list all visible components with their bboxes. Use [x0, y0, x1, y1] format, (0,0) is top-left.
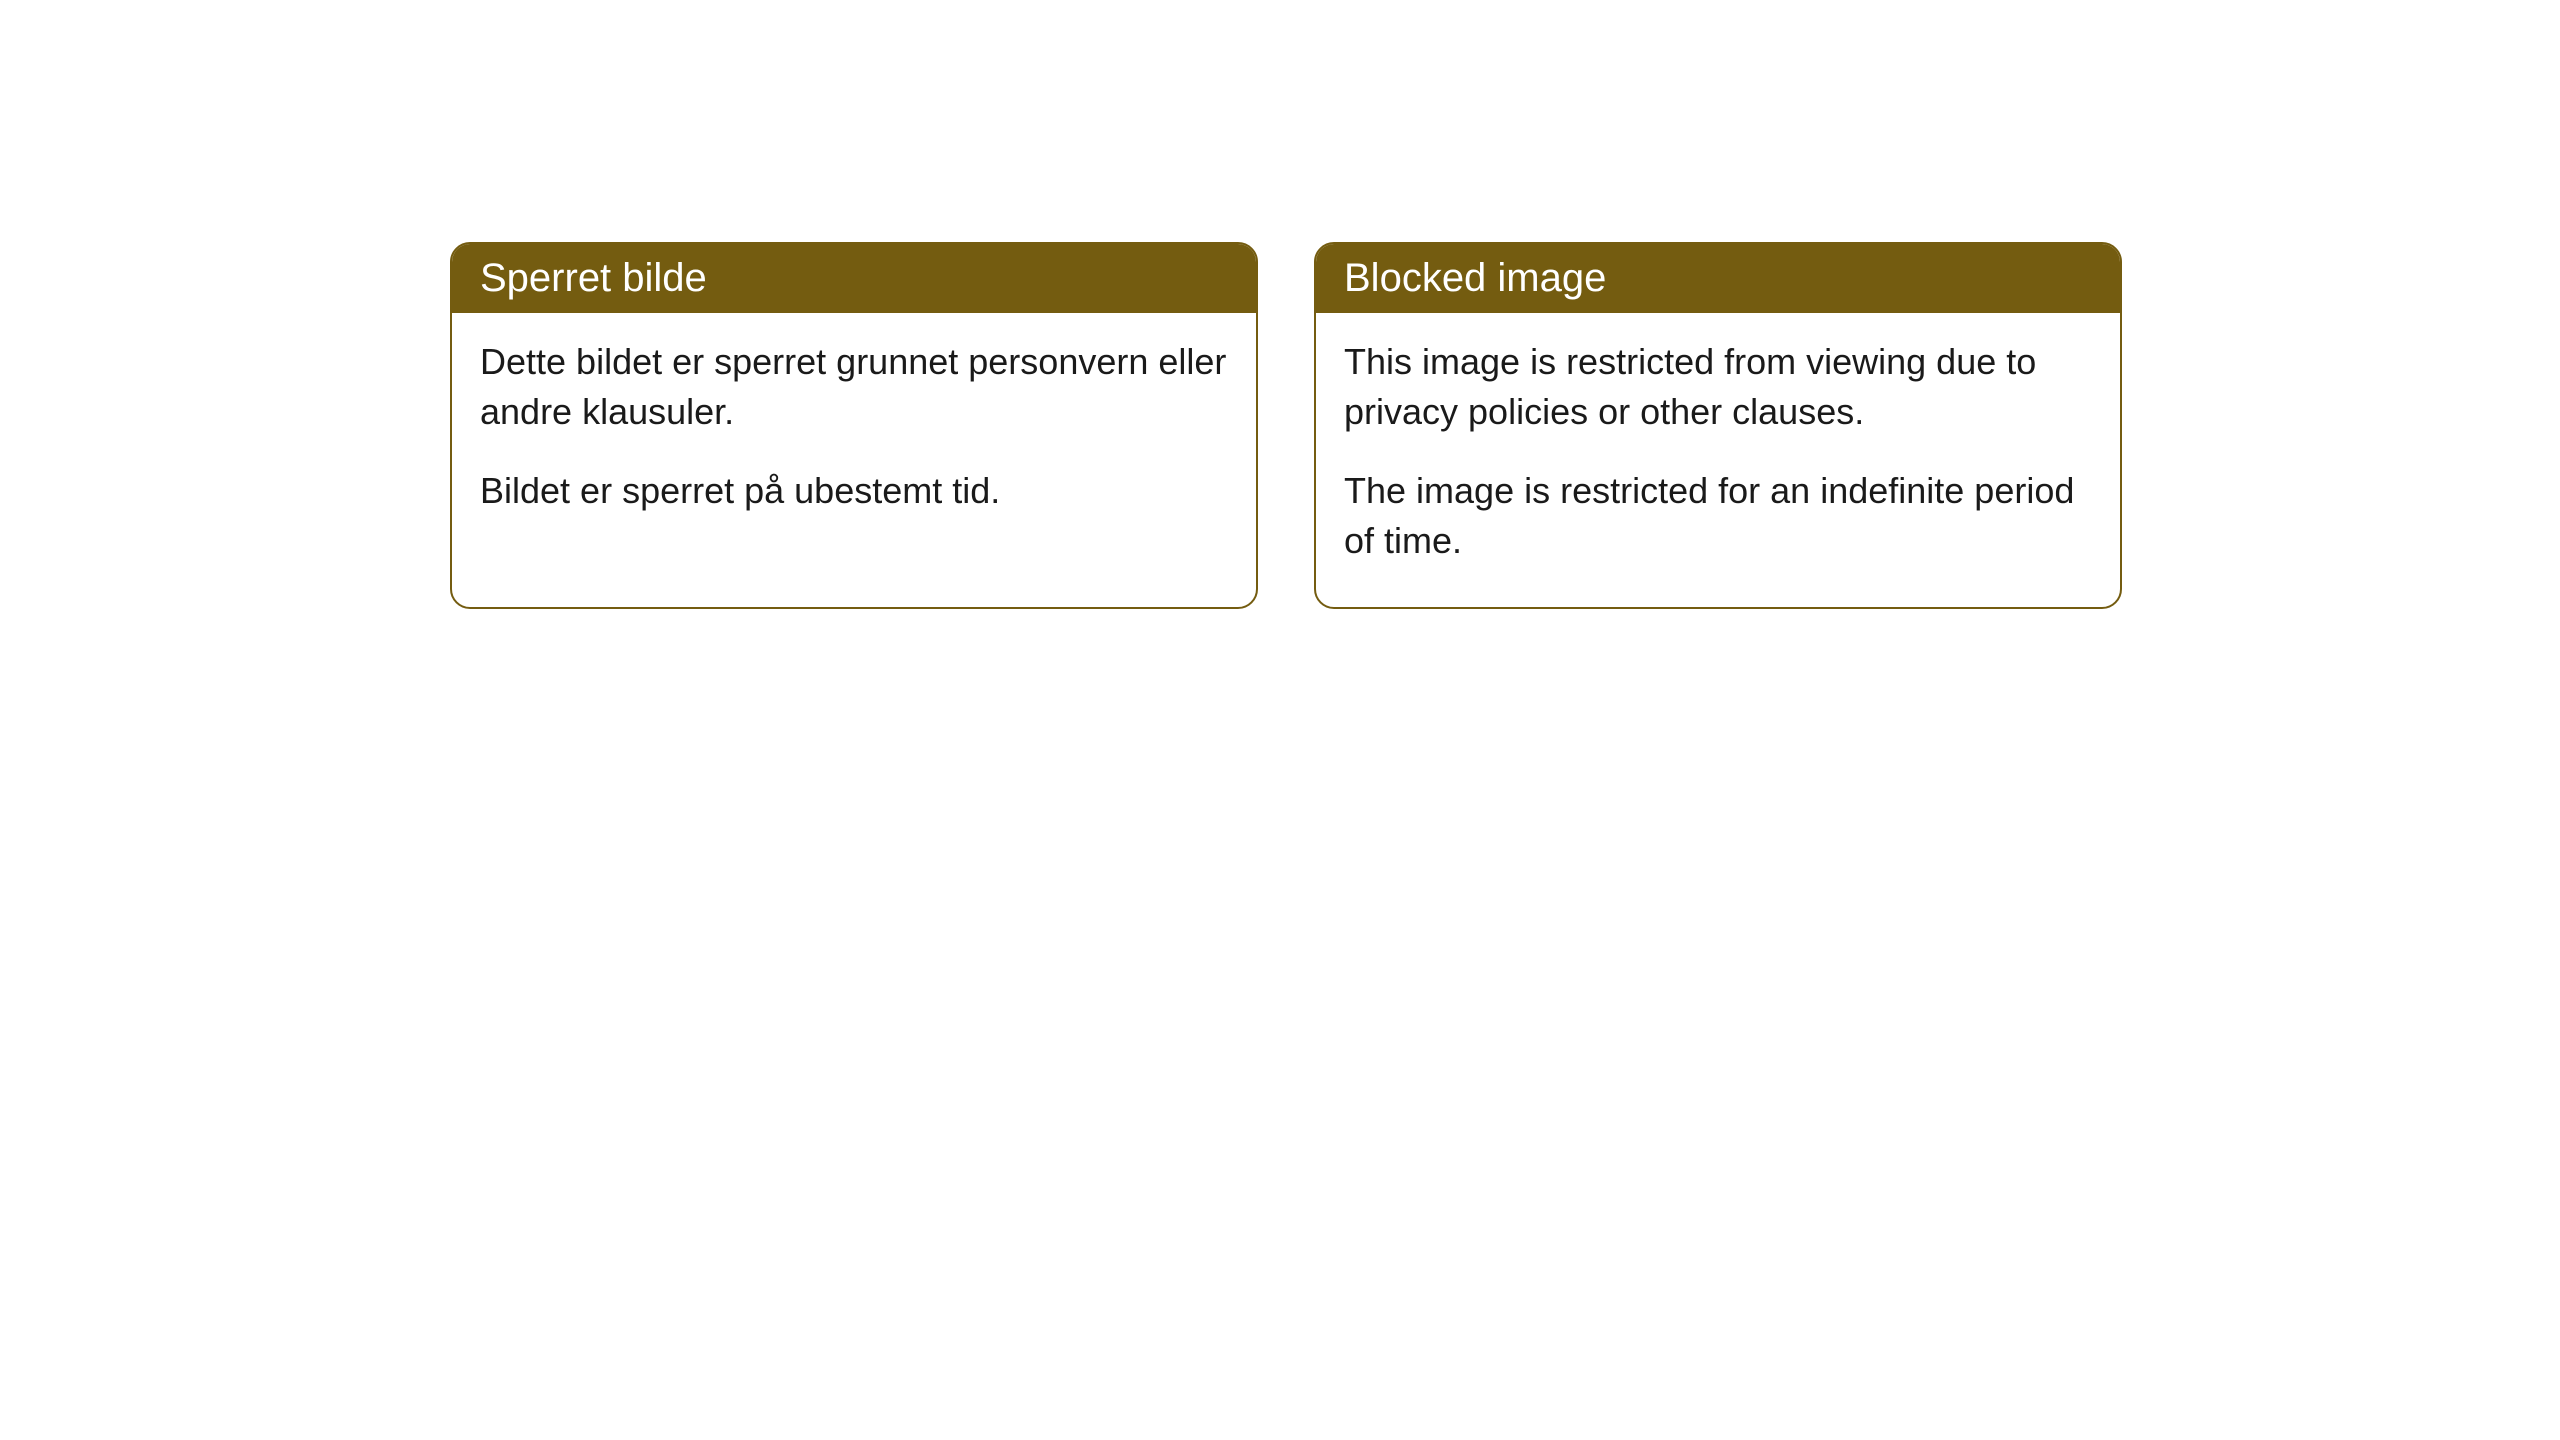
cards-container: Sperret bilde Dette bildet er sperret gr…	[0, 0, 2560, 609]
card-paragraph-1: Dette bildet er sperret grunnet personve…	[480, 337, 1228, 438]
card-body: Dette bildet er sperret grunnet personve…	[452, 313, 1256, 556]
card-paragraph-2: Bildet er sperret på ubestemt tid.	[480, 466, 1228, 516]
blocked-image-card-english: Blocked image This image is restricted f…	[1314, 242, 2122, 609]
card-header: Blocked image	[1316, 244, 2120, 313]
card-paragraph-1: This image is restricted from viewing du…	[1344, 337, 2092, 438]
card-header: Sperret bilde	[452, 244, 1256, 313]
card-body: This image is restricted from viewing du…	[1316, 313, 2120, 607]
card-paragraph-2: The image is restricted for an indefinit…	[1344, 466, 2092, 567]
blocked-image-card-norwegian: Sperret bilde Dette bildet er sperret gr…	[450, 242, 1258, 609]
